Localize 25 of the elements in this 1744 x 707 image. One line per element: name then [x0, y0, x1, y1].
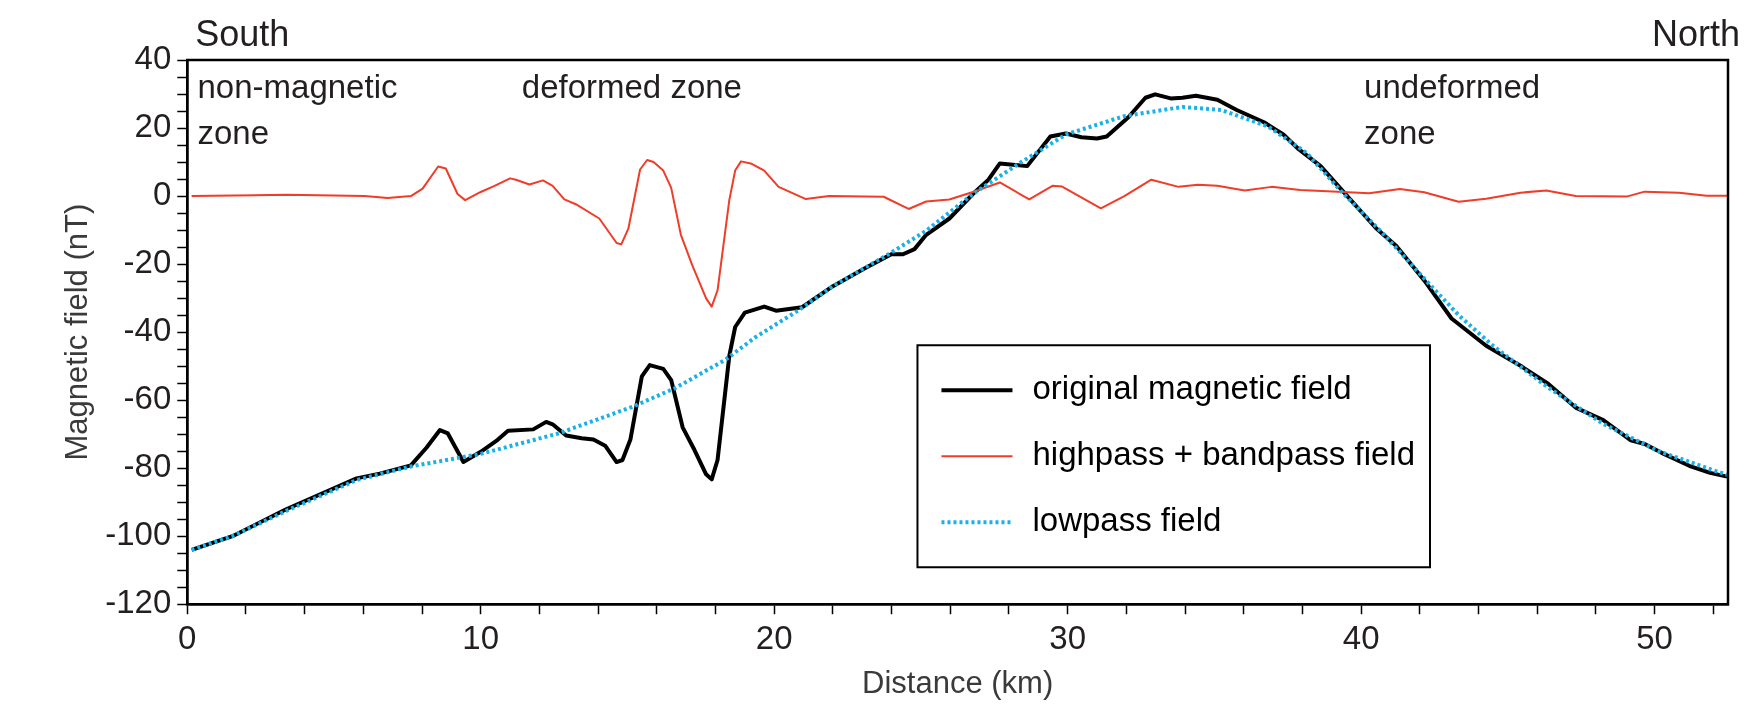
annotation: non-magnetic zone: [197, 68, 398, 151]
y-tick-label: -80: [123, 447, 172, 485]
legend-label: highpass + bandpass field: [1032, 435, 1415, 473]
annotation: deformed zone: [521, 68, 742, 105]
annotation: undeformed zone: [1364, 68, 1541, 151]
text: North: [1651, 13, 1740, 54]
text: South: [195, 13, 290, 54]
x-tick-label: 30: [1049, 619, 1087, 657]
x-axis-title: Distance (km): [862, 664, 1054, 700]
y-tick-label: -40: [123, 311, 172, 349]
y-tick-label: 0: [152, 175, 172, 213]
x-tick-label: 10: [462, 619, 500, 657]
y-tick-label: 20: [134, 107, 172, 145]
y-tick-label: -120: [105, 583, 172, 621]
x-tick-label: 0: [178, 619, 197, 657]
x-tick-label: 20: [755, 619, 793, 657]
y-tick-label: -60: [123, 379, 172, 417]
x-tick-label: 40: [1342, 619, 1380, 657]
y-tick-label: -100: [105, 515, 172, 553]
y-tick-label: -20: [123, 243, 172, 281]
legend-label: lowpass field: [1032, 501, 1222, 539]
y-tick-label: 40: [134, 39, 172, 77]
x-tick-label: 50: [1636, 619, 1673, 657]
y-axis-title: Magnetic field (nT): [59, 203, 95, 461]
legend-label: original magnetic field: [1032, 369, 1352, 407]
